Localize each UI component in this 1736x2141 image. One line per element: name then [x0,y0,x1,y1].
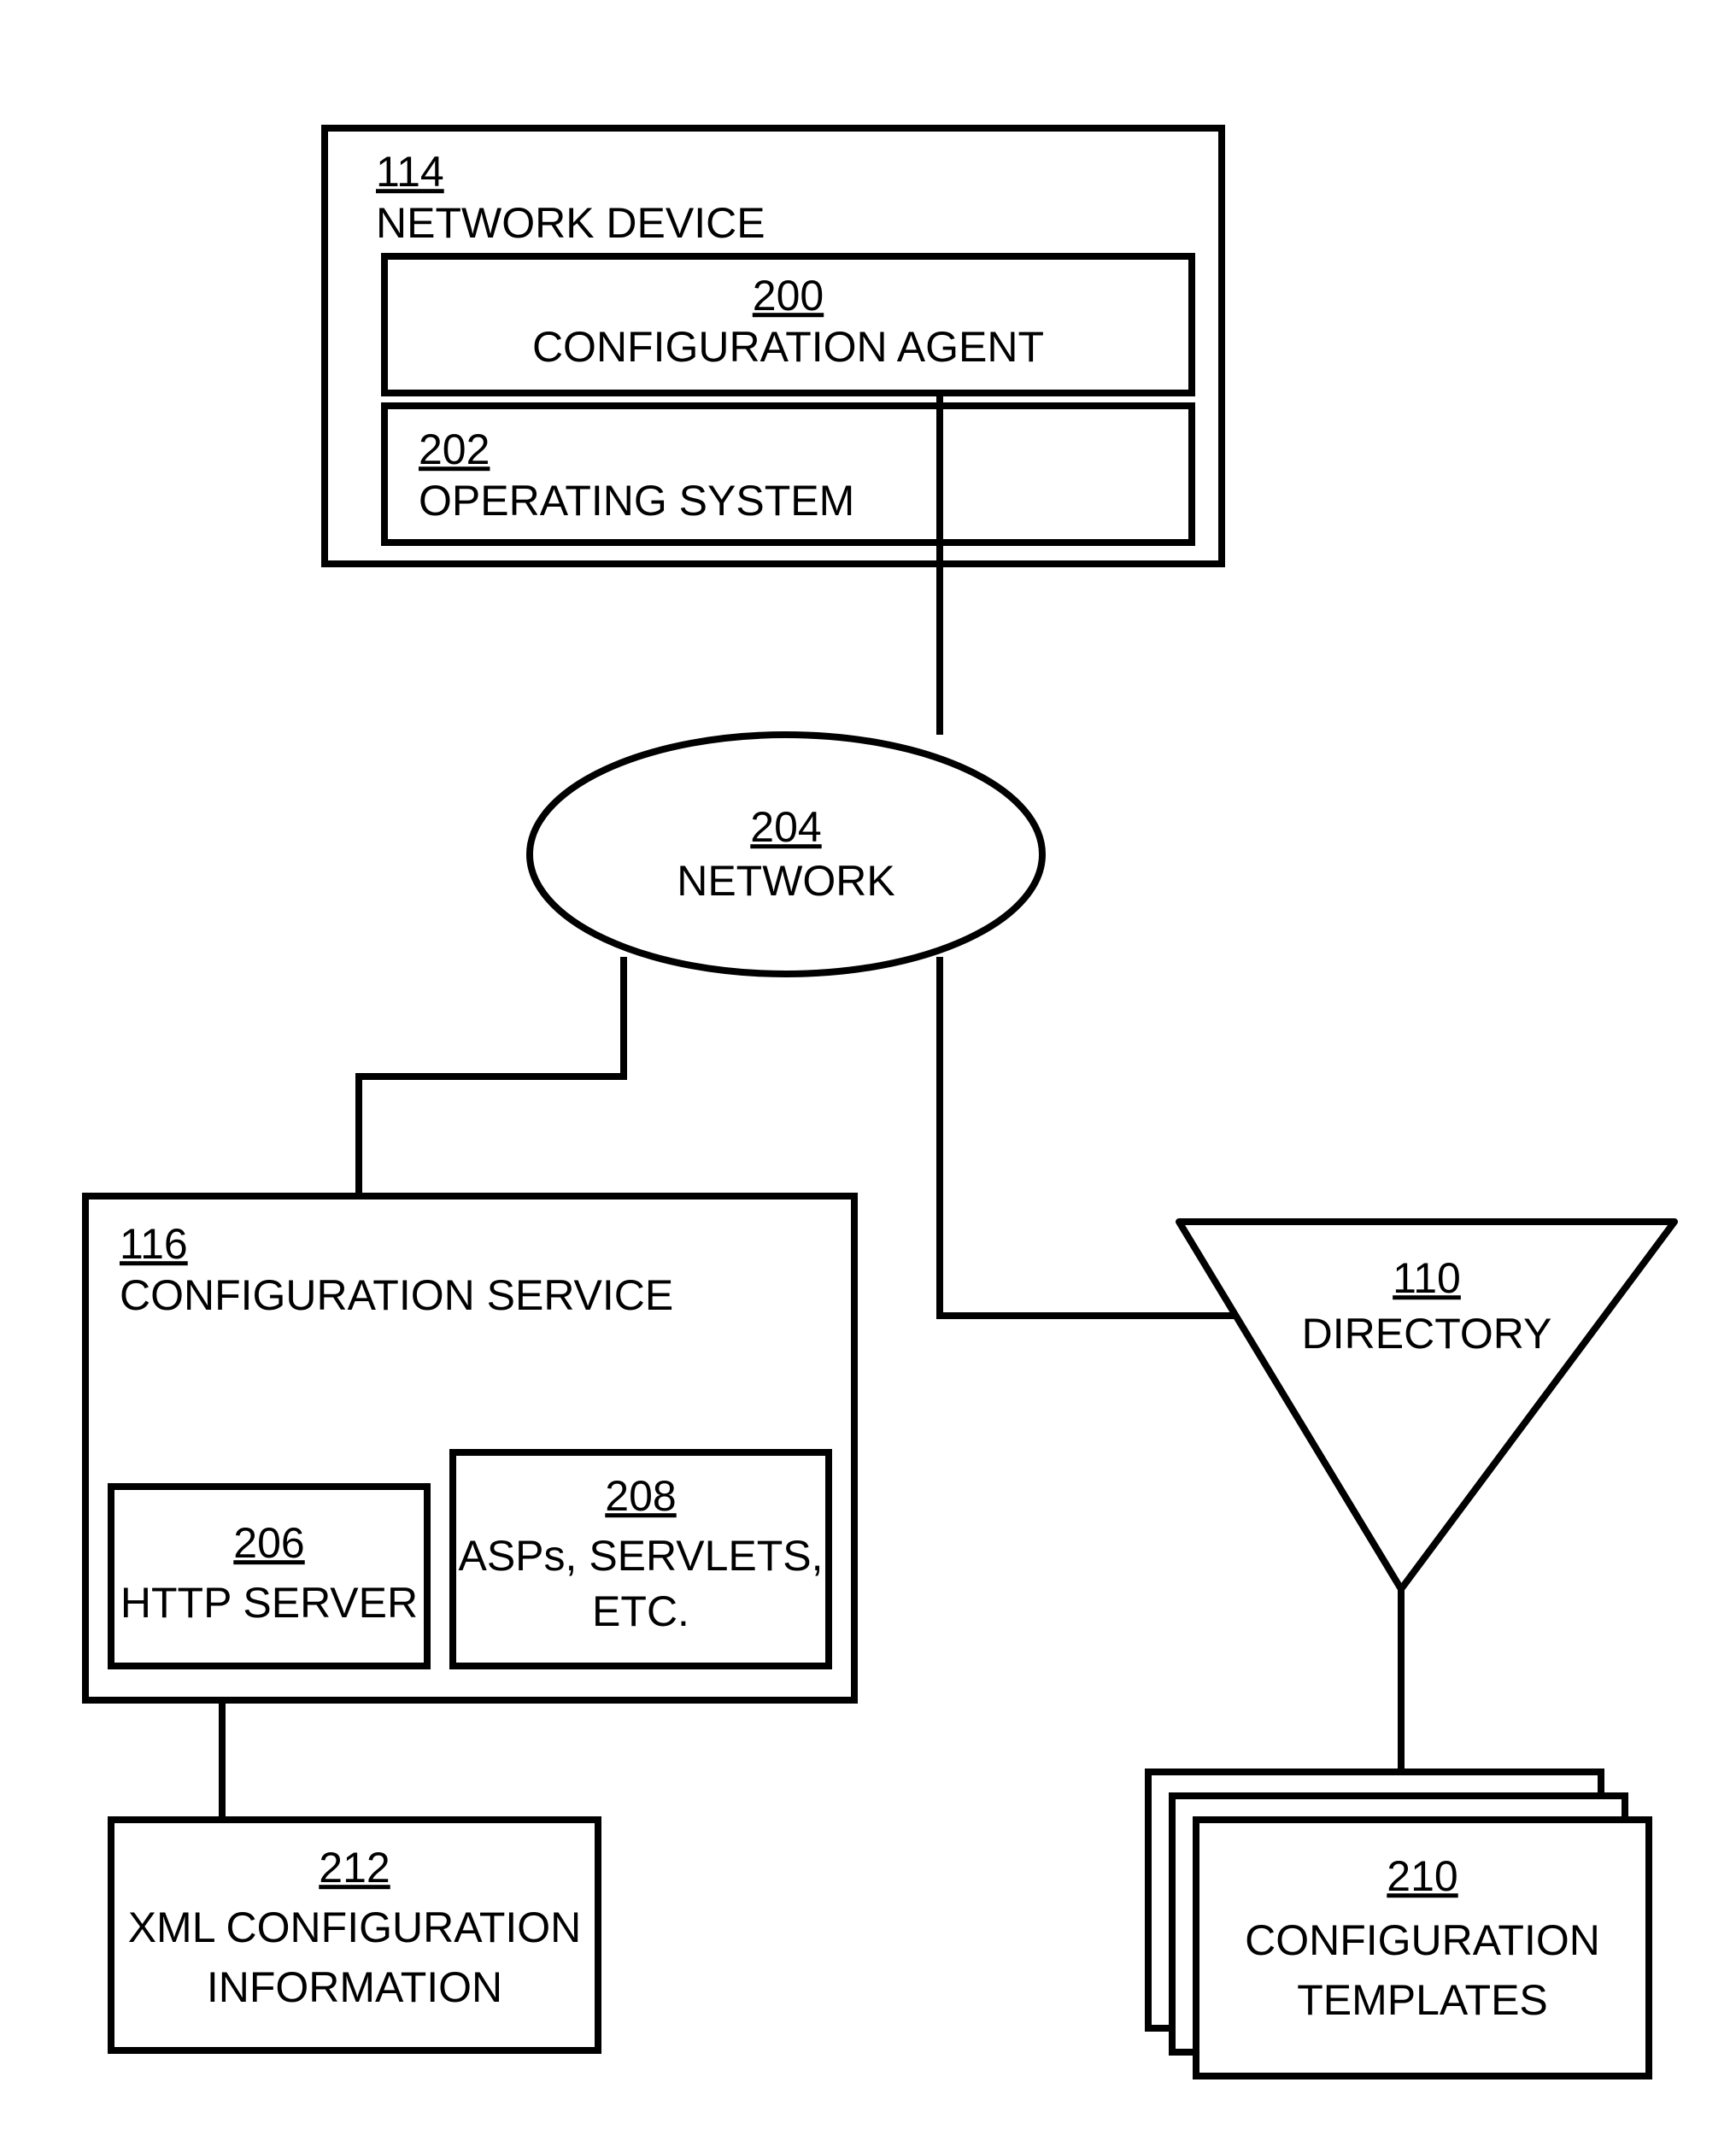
network-device-num: 114 [376,148,444,196]
config-agent-label: CONFIGURATION AGENT [532,323,1044,371]
http-server-label: HTTP SERVER [120,1579,418,1627]
config-templates-label-2: TEMPLATES [1297,1976,1548,2024]
http-server-box [111,1487,427,1666]
config-templates-num: 210 [1387,1852,1457,1900]
edge-network-to-config-service [359,957,624,1196]
xml-config-label-2: INFORMATION [207,1963,502,2011]
network-num: 204 [750,803,821,851]
config-service-num: 116 [120,1220,188,1268]
config-agent-num: 200 [753,272,824,320]
xml-config-label-1: XML CONFIGURATION [128,1903,582,1951]
network-device-label: NETWORK DEVICE [376,199,765,247]
config-service-label: CONFIGURATION SERVICE [120,1271,673,1319]
http-server-num: 206 [233,1519,304,1567]
config-templates-label-1: CONFIGURATION [1245,1916,1600,1964]
xml-config-num: 212 [319,1844,390,1892]
directory-num: 110 [1393,1254,1461,1302]
asps-label-1: ASPs, SERVLETS, [458,1532,823,1580]
network-label: NETWORK [677,857,895,905]
directory-label: DIRECTORY [1302,1310,1552,1358]
asps-num: 208 [605,1472,676,1520]
network-ellipse [530,735,1042,974]
operating-system-num: 202 [419,425,490,473]
operating-system-label: OPERATING SYSTEM [419,477,854,525]
asps-label-2: ETC. [592,1587,689,1635]
